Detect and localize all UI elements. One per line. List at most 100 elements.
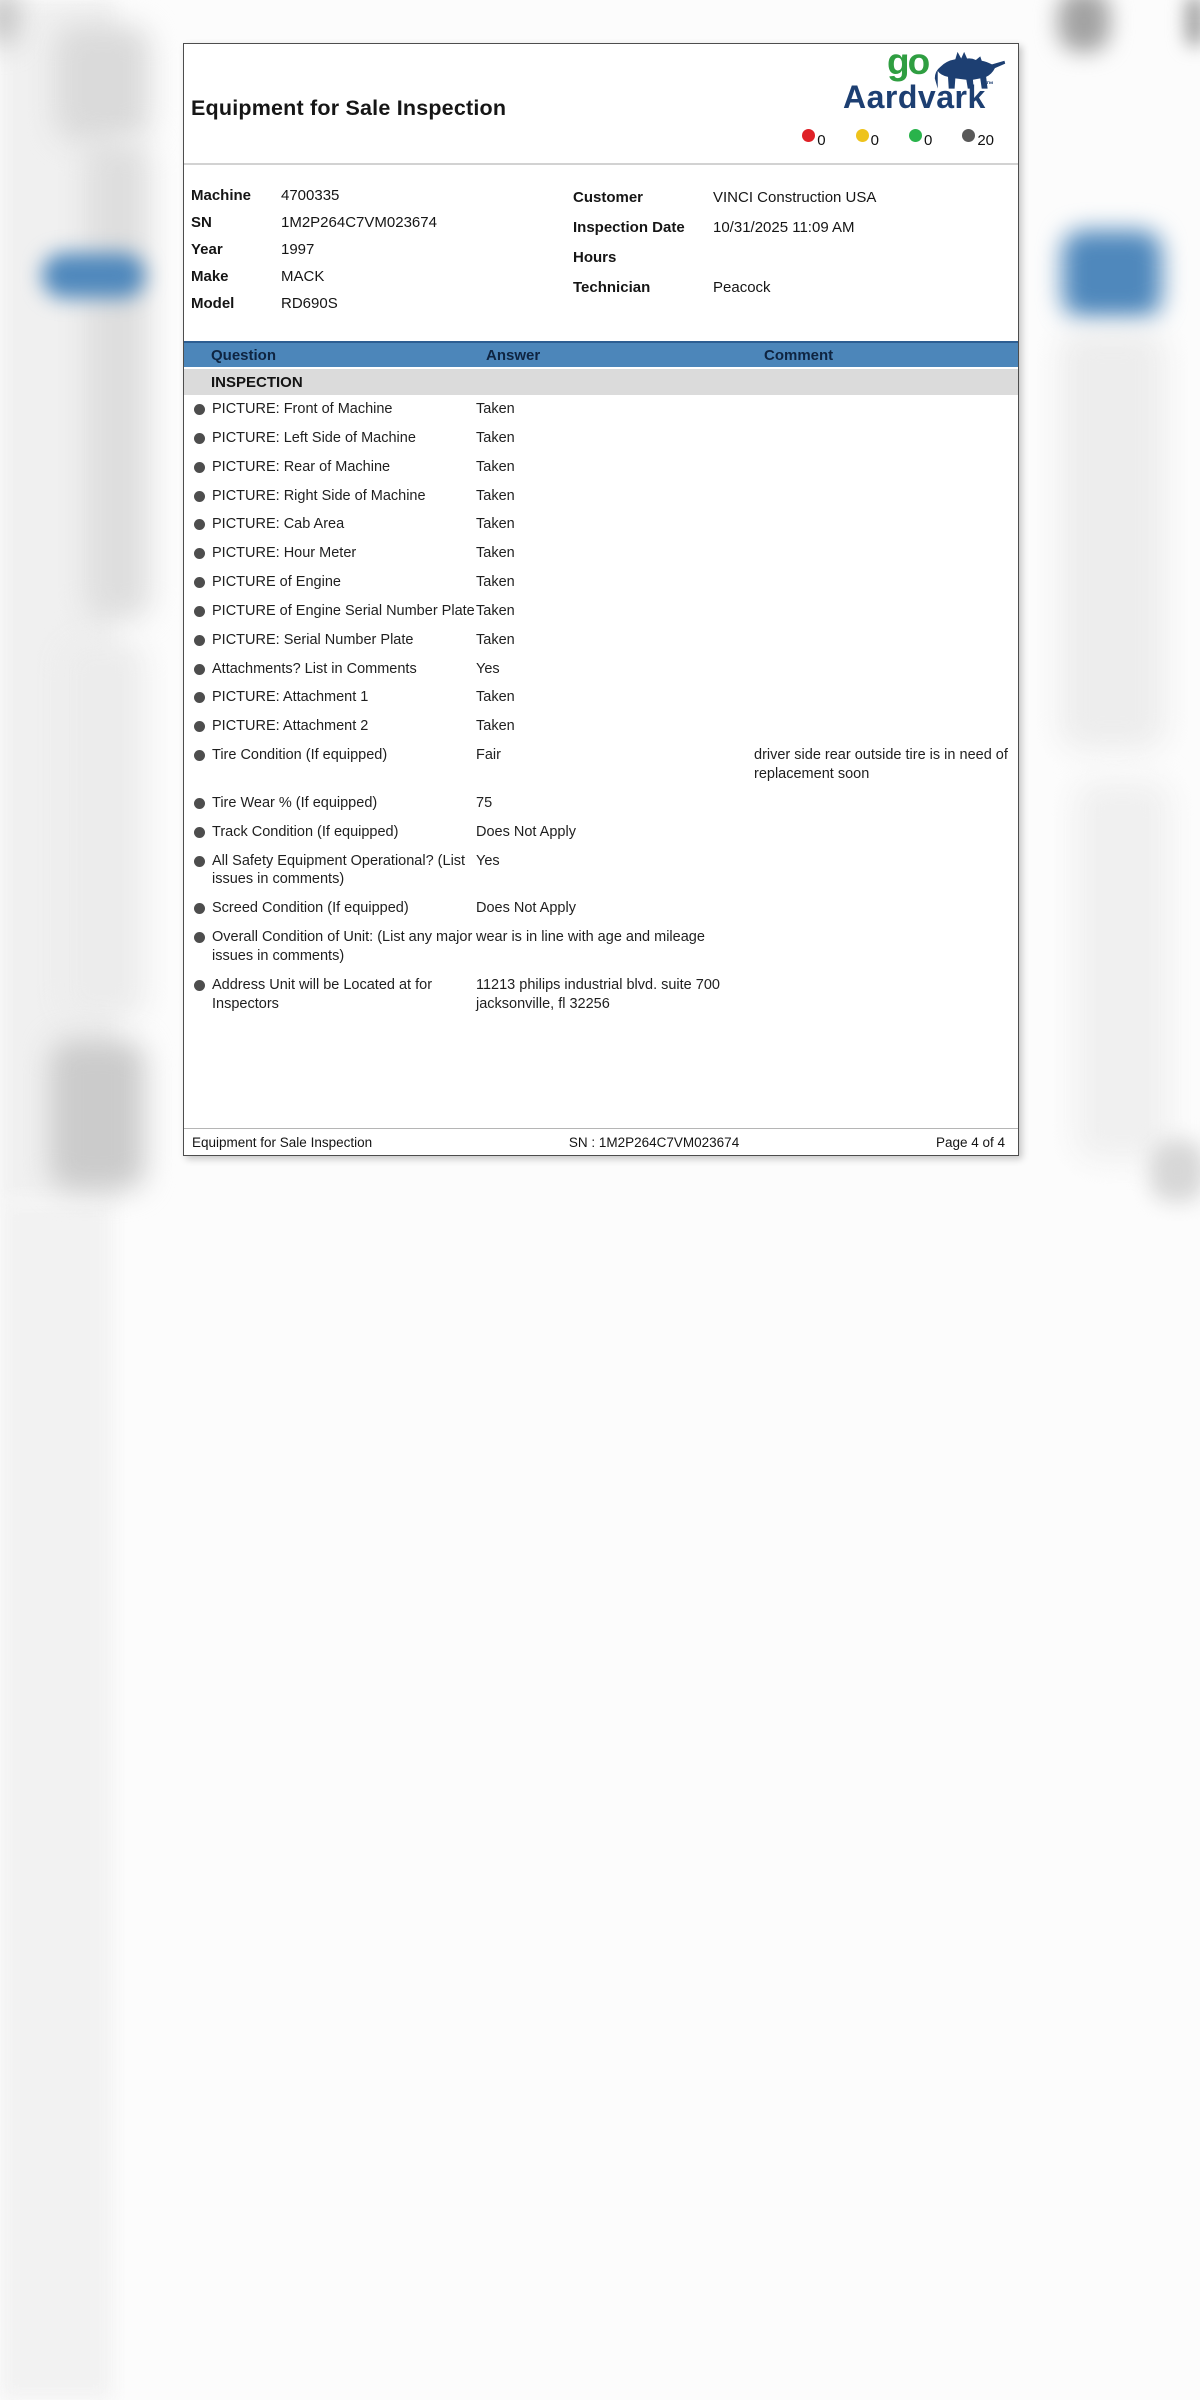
- aardvark-icon: [934, 51, 1006, 89]
- answer-text: Taken: [476, 545, 515, 562]
- info-row: Customer VINCI Construction USA: [573, 182, 876, 212]
- answer-text: Taken: [476, 458, 515, 475]
- info-value: 1997: [281, 241, 315, 258]
- info-value: MACK: [281, 268, 325, 285]
- table-row: PICTURE: Hour Meter Taken: [184, 539, 1018, 568]
- comment-text: [754, 794, 1018, 813]
- comment-text: [754, 852, 1018, 890]
- comment-text: [754, 823, 1018, 842]
- question-text: PICTURE: Attachment 2: [212, 718, 369, 735]
- status-count: 0: [923, 132, 933, 149]
- info-value: VINCI Construction USA: [713, 188, 877, 206]
- info-label: Year: [191, 241, 223, 258]
- background-blob: [1060, 330, 1165, 750]
- question-text: Overall Condition of Unit: (List any maj…: [212, 929, 473, 964]
- comment-text: [754, 928, 1018, 966]
- question-cell: PICTURE: Hour Meter: [184, 544, 476, 563]
- status-dot-icon: [855, 129, 869, 142]
- comment-text: [754, 976, 1018, 1014]
- background-blob-blue: [1062, 230, 1162, 318]
- answer-text: wear is in line with age and mileage: [476, 929, 705, 946]
- table-header: Question Answer Comment: [184, 341, 1018, 367]
- info-row: Machine 4700335: [191, 182, 437, 209]
- background-blob: [0, 0, 14, 44]
- info-row: Inspection Date 10/31/2025 11:09 AM: [573, 212, 876, 242]
- logo-brand-word: Aardvark: [843, 79, 986, 115]
- table-row: PICTURE: Attachment 2 Taken: [184, 712, 1018, 741]
- bullet-icon: [194, 634, 205, 646]
- status-dot-icon: [962, 129, 976, 142]
- table-row: Attachments? List in Comments Yes: [184, 655, 1018, 684]
- bullet-icon: [194, 721, 205, 733]
- table-row: PICTURE: Attachment 1 Taken: [184, 683, 1018, 712]
- info-row: Technician Peacock: [573, 272, 876, 302]
- bullet-icon: [194, 605, 205, 617]
- answer-text: Taken: [476, 631, 515, 648]
- info-label: Make: [191, 268, 229, 285]
- table-row: PICTURE: Left Side of Machine Taken: [184, 424, 1018, 453]
- question-text: Tire Condition (If equipped): [212, 747, 388, 764]
- info-row: Year 1997: [191, 236, 437, 263]
- column-header-question: Question: [211, 346, 277, 364]
- answer-text: Taken: [476, 574, 515, 591]
- comment-text: [754, 573, 1018, 592]
- status-count: 0: [870, 132, 879, 149]
- background-blob: [1186, 0, 1200, 46]
- status-dot-summary: 0 0 0 20: [802, 128, 994, 148]
- status-dot-icon: [908, 129, 922, 142]
- answer-text: Taken: [476, 689, 515, 706]
- comment-text: [754, 544, 1018, 563]
- question-cell: PICTURE: Front of Machine: [184, 400, 476, 419]
- table-row: Overall Condition of Unit: (List any maj…: [184, 923, 1018, 971]
- bullet-icon: [194, 932, 205, 944]
- comment-text: [754, 487, 1018, 506]
- table-body: PICTURE: Front of Machine Taken PICTURE:…: [184, 395, 1018, 1018]
- info-value: RD690S: [281, 295, 338, 312]
- answer-text: 11213 philips industrial blvd. suite 700…: [476, 976, 720, 1012]
- bullet-icon: [194, 548, 205, 560]
- background-blob: [55, 25, 150, 140]
- bullet-icon: [194, 979, 205, 991]
- page-title: Equipment for Sale Inspection: [191, 96, 507, 120]
- logo-brand-text: Aardvark™: [843, 79, 994, 115]
- question-text: Track Condition (If equipped): [212, 823, 399, 840]
- section-header: INSPECTION: [184, 369, 1018, 395]
- answer-text: Yes: [476, 660, 500, 677]
- answer-text: 75: [476, 794, 493, 811]
- question-cell: PICTURE: Right Side of Machine: [184, 487, 476, 506]
- info-value: 4700335: [281, 187, 340, 204]
- column-header-answer: Answer: [486, 346, 541, 364]
- info-label: SN: [191, 214, 212, 231]
- background-blob: [50, 1040, 145, 1190]
- background-blob: [1150, 1140, 1200, 1202]
- question-cell: PICTURE: Serial Number Plate: [184, 631, 476, 650]
- bullet-icon: [194, 663, 205, 675]
- question-text: PICTURE: Attachment 1: [212, 689, 369, 706]
- question-text: PICTURE: Left Side of Machine: [212, 429, 416, 446]
- question-cell: PICTURE of Engine Serial Number Plate: [184, 602, 476, 621]
- table-row: PICTURE of Engine Taken: [184, 568, 1018, 597]
- header-divider: [184, 163, 1018, 165]
- background-blob: [60, 640, 145, 1020]
- question-cell: PICTURE: Attachment 2: [184, 717, 476, 736]
- question-cell: Tire Wear % (If equipped): [184, 794, 476, 813]
- page-footer: Equipment for Sale Inspection SN : 1M2P2…: [184, 1128, 1018, 1155]
- info-label: Hours: [573, 248, 617, 266]
- answer-text: Taken: [476, 718, 515, 735]
- bullet-icon: [194, 855, 205, 867]
- table-row: PICTURE: Cab Area Taken: [184, 510, 1018, 539]
- info-value: Peacock: [713, 278, 771, 296]
- status-dot-group: 20: [962, 128, 994, 148]
- answer-text: Fair: [476, 747, 501, 764]
- company-logo: go Aardvark™: [843, 41, 1007, 115]
- document-page: Equipment for Sale Inspection go Aardvar…: [183, 41, 1019, 1156]
- comment-text: [754, 515, 1018, 534]
- question-cell: Screed Condition (If equipped): [184, 899, 476, 918]
- status-count: 20: [977, 132, 994, 149]
- question-text: Screed Condition (If equipped): [212, 900, 409, 917]
- question-text: PICTURE of Engine: [212, 574, 341, 591]
- table-row: Screed Condition (If equipped) Does Not …: [184, 894, 1018, 923]
- question-cell: Overall Condition of Unit: (List any maj…: [184, 928, 476, 966]
- status-dot-group: 0: [908, 128, 933, 149]
- bullet-icon: [194, 490, 205, 502]
